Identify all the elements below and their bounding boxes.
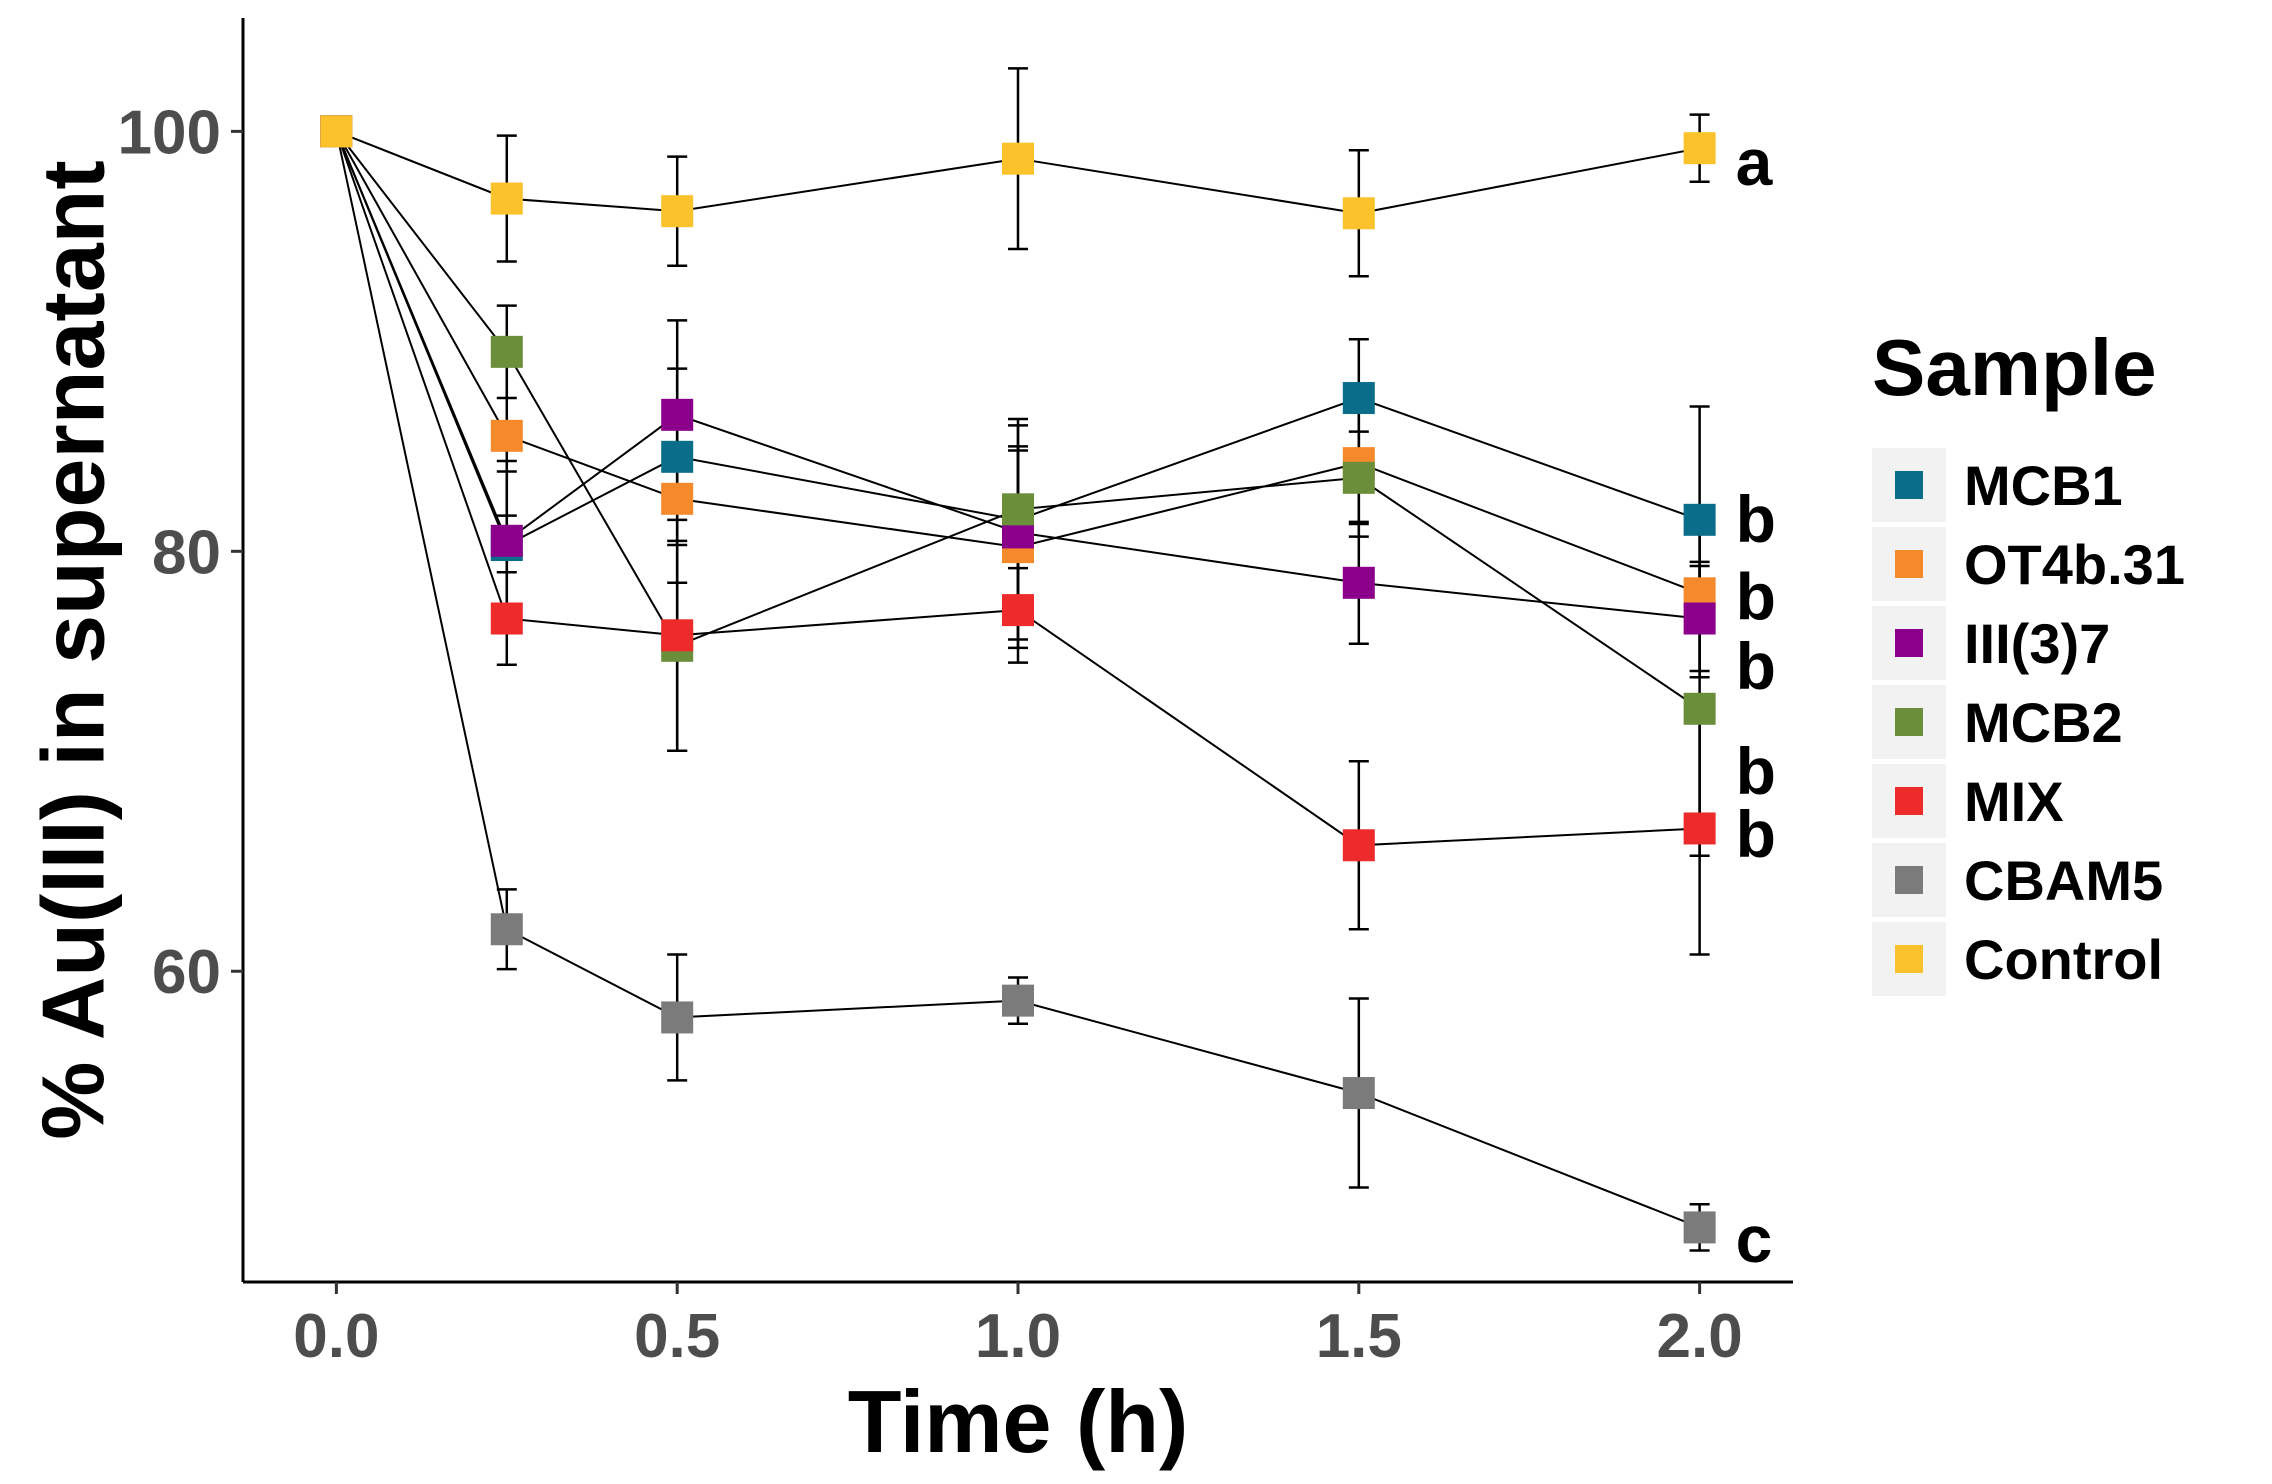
x-axis-title: Time (h) [848, 1372, 1189, 1471]
series-line-ot4b-31 [335, 130, 1700, 595]
legend-label: MCB2 [1964, 691, 2123, 754]
legend-item-cbam5: CBAM5 [1872, 843, 2163, 917]
data-point-mcb2 [1342, 461, 1375, 494]
x-tick-label: 1.5 [1316, 1302, 1402, 1371]
x-tick-label: 2.0 [1657, 1302, 1743, 1371]
data-point-mcb1 [661, 440, 694, 473]
data-point-cbam5 [1002, 984, 1034, 1017]
legend-item-iii-3-7: III(3)7 [1872, 606, 2110, 680]
data-point-cbam5 [490, 913, 523, 946]
significance-label: b [1736, 482, 1776, 556]
legend-label: OT4b.31 [1964, 533, 2185, 596]
data-point-control [661, 195, 694, 228]
legend-title: Sample [1872, 323, 2157, 412]
x-tick-label: 0.5 [634, 1302, 720, 1371]
y-axis: 60 80 100 [118, 98, 243, 1007]
y-axis-title: % Au(III) in supernatant [23, 160, 122, 1139]
series-lines [335, 130, 1701, 1229]
significance-label: b [1736, 734, 1776, 808]
data-point-cbam5 [661, 1001, 694, 1034]
legend-label: MCB1 [1964, 454, 2123, 517]
y-tick-label: 60 [152, 938, 221, 1007]
data-point-mix [661, 619, 694, 652]
significance-label: c [1736, 1202, 1773, 1276]
data-point-control [1683, 132, 1716, 165]
significance-label: a [1736, 125, 1774, 199]
series-line-iii-3-7 [335, 131, 1700, 620]
data-point-cbam5 [1342, 1077, 1375, 1110]
data-point-control [1002, 142, 1034, 175]
data-point-mcb2 [490, 335, 523, 368]
legend-item-mix: MIX [1872, 764, 2064, 838]
legend-swatch [1895, 945, 1923, 973]
data-point-mcb1 [1683, 503, 1716, 536]
y-tick-label: 80 [152, 518, 221, 587]
x-axis: 0.0 0.5 1.0 1.5 2.0 [293, 1282, 1743, 1371]
series-line-mix [335, 131, 1700, 847]
data-point-control [490, 182, 523, 215]
x-tick-label: 1.0 [975, 1302, 1061, 1371]
data-point-control [1342, 197, 1375, 230]
data-point-mix [1002, 594, 1034, 627]
legend-swatch [1895, 550, 1923, 578]
legend-swatch [1895, 471, 1923, 499]
data-points [320, 115, 1716, 1244]
plot-area [320, 67, 1716, 1252]
series-line-cbam5 [335, 131, 1700, 1229]
legend-swatch [1895, 866, 1923, 894]
legend: Sample MCB1 OT4b.31 III(3)7 MCB2 MIX CBAM5 Con… [1872, 323, 2185, 996]
data-point-iii-3-7 [1342, 566, 1375, 599]
y-tick-label: 100 [118, 98, 221, 167]
series-line-control [336, 130, 1700, 215]
x-tick-label: 0.0 [293, 1302, 379, 1371]
data-point-mcb2 [1683, 692, 1716, 725]
legend-swatch [1895, 629, 1923, 657]
series-line-mcb1 [335, 131, 1700, 547]
data-point-control [320, 115, 353, 148]
data-point-ot4b-31 [490, 419, 523, 452]
series-line-mcb2 [335, 130, 1701, 710]
data-point-cbam5 [1683, 1211, 1716, 1244]
data-point-mix [1683, 812, 1716, 845]
legend-item-mcb2: MCB2 [1872, 685, 2123, 759]
legend-item-mcb1: MCB1 [1872, 448, 2123, 522]
data-point-iii-3-7 [661, 398, 694, 431]
legend-item-ot4b-31: OT4b.31 [1872, 527, 2185, 601]
significance-label: b [1736, 629, 1776, 703]
legend-label: Control [1964, 928, 2163, 991]
data-point-iii-3-7 [1683, 602, 1716, 635]
legend-label: MIX [1964, 770, 2064, 833]
data-point-iii-3-7 [490, 524, 523, 557]
data-point-mcb2 [1002, 493, 1034, 526]
legend-item-control: Control [1872, 922, 2163, 996]
data-point-mcb1 [1342, 382, 1375, 415]
legend-swatch [1895, 708, 1923, 736]
significance-label: b [1736, 560, 1776, 634]
data-point-mix [490, 602, 523, 635]
legend-label: CBAM5 [1964, 849, 2163, 912]
significance-label: b [1736, 797, 1776, 871]
data-point-ot4b-31 [661, 482, 694, 515]
data-point-mix [1342, 829, 1375, 862]
legend-label: III(3)7 [1964, 612, 2110, 675]
legend-swatch [1895, 787, 1923, 815]
